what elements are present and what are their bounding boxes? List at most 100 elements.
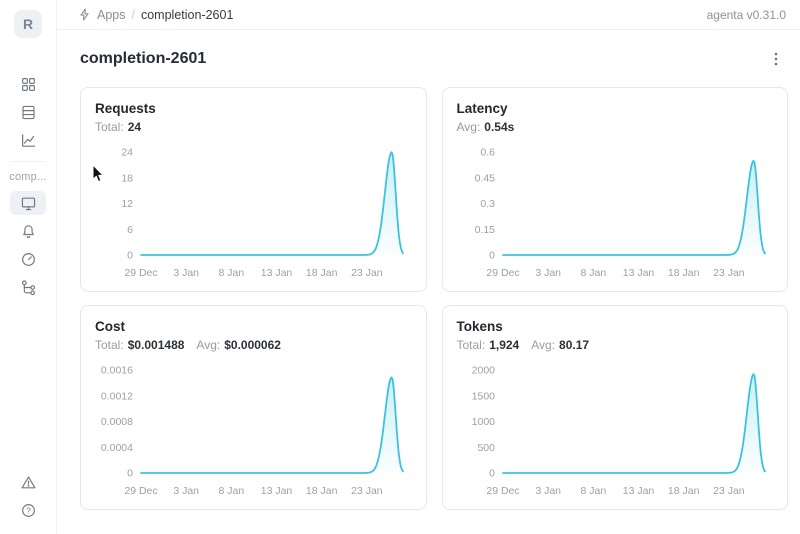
help-icon: ? <box>20 502 37 519</box>
line-chart-icon <box>20 132 37 149</box>
svg-text:0.0016: 0.0016 <box>101 365 133 377</box>
stat-value: 0.54s <box>484 120 515 134</box>
svg-text:6: 6 <box>127 224 133 236</box>
sidebar-item-overview[interactable] <box>10 191 46 215</box>
sidebar-app-group <box>10 191 46 299</box>
svg-text:23 Jan: 23 Jan <box>713 485 745 497</box>
workspace-avatar[interactable]: R <box>14 10 42 38</box>
latency-chart[interactable]: 0 0.15 0.3 0.45 0.6 29 Dec 3 Jan 8 Jan 13 Jan 18 … <box>457 139 773 287</box>
monitor-icon <box>20 195 37 212</box>
svg-text:0: 0 <box>127 250 133 262</box>
tree-icon <box>20 279 37 296</box>
svg-text:0.0008: 0.0008 <box>101 416 133 428</box>
svg-text:500: 500 <box>477 442 495 454</box>
stat-label: Total: <box>95 338 124 352</box>
svg-text:1000: 1000 <box>471 416 495 428</box>
svg-text:0.6: 0.6 <box>480 147 495 159</box>
sidebar-item-traces[interactable] <box>10 275 46 299</box>
svg-text:3 Jan: 3 Jan <box>535 267 561 279</box>
requests-chart[interactable]: 0 6 12 18 24 29 Dec 3 Jan 8 Jan 13 Jan 18 Jan 23 J… <box>95 139 411 287</box>
svg-text:0: 0 <box>127 468 133 480</box>
kebab-menu-icon[interactable] <box>764 47 788 71</box>
svg-text:13 Jan: 13 Jan <box>261 267 293 279</box>
svg-text:18 Jan: 18 Jan <box>667 267 699 279</box>
breadcrumb-apps-link[interactable]: Apps <box>97 7 126 22</box>
sidebar-item-dashboard[interactable] <box>10 247 46 271</box>
table-icon <box>20 104 37 121</box>
sidebar-item-observability[interactable] <box>10 128 46 152</box>
svg-text:13 Jan: 13 Jan <box>622 267 654 279</box>
tokens-card: Tokens Total: 1,924 Avg: 80.17 0 500 1000 1500… <box>441 305 788 510</box>
svg-text:29 Dec: 29 Dec <box>486 267 519 279</box>
sidebar-divider <box>11 161 45 162</box>
bell-icon <box>20 223 37 240</box>
card-title: Cost <box>95 319 125 334</box>
metric-cards-grid: Requests Total: 24 0 6 12 18 24 29 Dec 3 Jan 8 J… <box>80 87 788 510</box>
card-stats: Total: 24 <box>95 119 412 135</box>
svg-text:0.0004: 0.0004 <box>101 442 133 454</box>
stat-value: 1,924 <box>489 338 520 352</box>
svg-text:8 Jan: 8 Jan <box>219 267 245 279</box>
card-stats: Avg: 0.54s <box>457 119 774 135</box>
svg-text:13 Jan: 13 Jan <box>622 485 654 497</box>
breadcrumb-separator: / <box>131 7 135 22</box>
svg-text:2000: 2000 <box>471 365 495 377</box>
card-stats: Total: $0.001488 Avg: $0.000062 <box>95 337 412 353</box>
grid-icon <box>20 76 37 93</box>
stat-label: Avg: <box>196 338 221 352</box>
breadcrumb: Apps / completion-2601 <box>78 8 233 22</box>
cost-card: Cost Total: $0.001488 Avg: $0.000062 0 0.000… <box>80 305 427 510</box>
stat-value: $0.001488 <box>127 338 185 352</box>
svg-text:29 Dec: 29 Dec <box>124 485 157 497</box>
sidebar-item-help[interactable]: ? <box>10 498 46 522</box>
sidebar-item-evaluations[interactable] <box>10 100 46 124</box>
svg-text:18 Jan: 18 Jan <box>306 485 338 497</box>
svg-text:1500: 1500 <box>471 390 495 402</box>
svg-text:8 Jan: 8 Jan <box>580 485 606 497</box>
tokens-chart[interactable]: 0 500 1000 1500 2000 29 Dec 3 Jan 8 Jan 13 Jan 18… <box>457 357 773 505</box>
latency-card: Latency Avg: 0.54s 0 0.15 0.3 0.45 0.6 29 Dec 3… <box>441 87 788 292</box>
lightning-icon <box>78 8 91 21</box>
card-stats: Total: 1,924 Avg: 80.17 <box>457 337 774 353</box>
svg-text:8 Jan: 8 Jan <box>219 485 245 497</box>
topbar: Apps / completion-2601 agenta v0.31.0 <box>57 0 800 30</box>
svg-text:18 Jan: 18 Jan <box>306 267 338 279</box>
svg-text:0.15: 0.15 <box>474 224 495 236</box>
svg-text:23 Jan: 23 Jan <box>351 485 383 497</box>
svg-text:29 Dec: 29 Dec <box>486 485 519 497</box>
sidebar: R comp... ? <box>0 0 57 534</box>
svg-text:3 Jan: 3 Jan <box>173 267 199 279</box>
main-content: completion-2601 Requests Total: 24 0 6 12 18… <box>57 30 800 534</box>
svg-text:18 Jan: 18 Jan <box>667 485 699 497</box>
svg-text:0: 0 <box>489 468 495 480</box>
stat-value: 80.17 <box>559 338 590 352</box>
warning-triangle-icon <box>20 474 37 491</box>
card-title: Tokens <box>456 319 503 334</box>
stat-value: $0.000062 <box>224 338 281 352</box>
sidebar-item-alerts[interactable] <box>10 470 46 494</box>
svg-text:13 Jan: 13 Jan <box>261 485 293 497</box>
svg-text:12: 12 <box>121 198 133 210</box>
svg-text:18: 18 <box>121 172 133 184</box>
gauge-icon <box>20 251 37 268</box>
svg-text:29 Dec: 29 Dec <box>124 267 157 279</box>
breadcrumb-current: completion-2601 <box>140 7 234 22</box>
svg-text:3 Jan: 3 Jan <box>173 485 199 497</box>
svg-text:0.3: 0.3 <box>480 198 495 210</box>
page-title: completion-2601 <box>80 50 207 67</box>
svg-text:0.45: 0.45 <box>474 172 495 184</box>
stat-label: Total: <box>95 120 124 134</box>
svg-text:23 Jan: 23 Jan <box>713 267 745 279</box>
card-title: Latency <box>456 101 508 116</box>
sidebar-item-notifications[interactable] <box>10 219 46 243</box>
svg-text:3 Jan: 3 Jan <box>535 485 561 497</box>
svg-text:24: 24 <box>121 147 133 159</box>
svg-text:23 Jan: 23 Jan <box>351 267 383 279</box>
svg-text:0: 0 <box>489 250 495 262</box>
stat-label: Total: <box>456 338 486 352</box>
svg-text:0.0012: 0.0012 <box>101 390 133 402</box>
cost-chart[interactable]: 0 0.0004 0.0008 0.0012 0.0016 29 Dec 3 Jan 8 Ja… <box>95 357 411 505</box>
sidebar-item-apps[interactable] <box>10 72 46 96</box>
stat-label: Avg: <box>531 338 556 352</box>
stat-label: Avg: <box>456 120 481 134</box>
